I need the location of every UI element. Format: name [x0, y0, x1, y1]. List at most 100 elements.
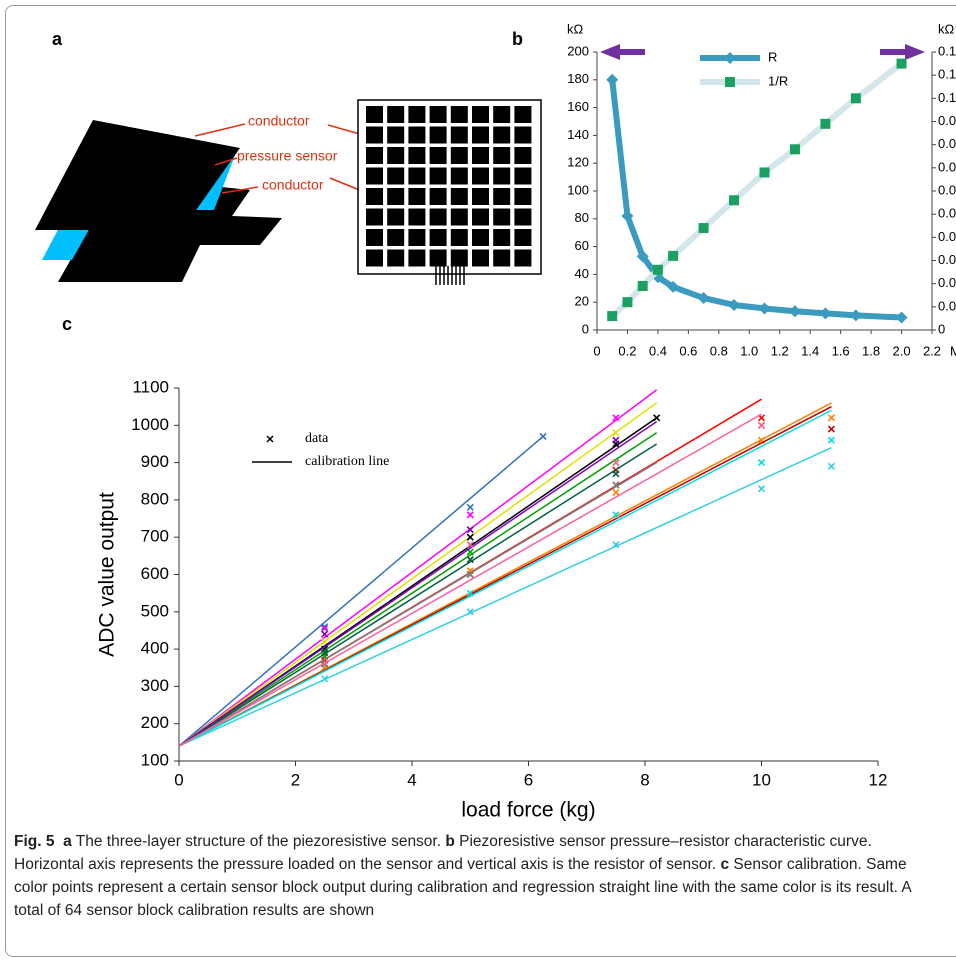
figure-frame: [5, 5, 956, 957]
y-tick-label: 200: [567, 43, 589, 58]
y-tick-label: 700: [141, 527, 169, 546]
calibration-line: [178, 446, 832, 747]
sensor-cell: [366, 106, 383, 123]
sensor-cell: [514, 208, 532, 226]
sensor-cell: [450, 188, 468, 205]
data-point: [612, 436, 620, 444]
x-tick-label: 8: [640, 770, 649, 789]
sensor-cell: [366, 126, 383, 144]
data-point: [653, 414, 661, 422]
marker: [788, 305, 801, 318]
calibration-line: [178, 389, 658, 747]
marker: [850, 93, 861, 104]
x-tick-label: 6: [524, 770, 533, 789]
data-point: [466, 526, 474, 534]
sensor-cell: [493, 167, 511, 185]
sensor-cell: [429, 229, 447, 246]
sensor-cell: [366, 188, 383, 205]
data-point: [321, 630, 329, 638]
data-point: [321, 638, 329, 646]
sensor-cell: [387, 126, 405, 144]
y2-tick-label: 0.11: [938, 67, 956, 82]
y-tick-label: 180: [567, 71, 589, 86]
caption-label: b: [445, 833, 455, 850]
y-tick-label: 100: [567, 182, 589, 197]
sensor-cell: [514, 167, 532, 185]
y-tick-label: 20: [575, 294, 589, 309]
y-tick-label: 800: [141, 489, 169, 508]
y2-axis-label: kΩ⁻¹: [938, 21, 956, 36]
y-tick-label: 40: [575, 266, 589, 281]
calibration-line: [178, 461, 658, 747]
marker: [896, 58, 907, 69]
marker: [652, 264, 663, 275]
x-tick-label: 1.0: [740, 343, 758, 358]
sensor-cell: [514, 106, 532, 123]
axis-arrow: [880, 44, 925, 60]
y2-tick-label: 0.01: [938, 298, 956, 313]
data-point: [466, 511, 474, 519]
marker: [668, 250, 679, 261]
sensor-cell: [387, 106, 405, 123]
calibration-line: [178, 432, 658, 747]
y-tick-label: 80: [575, 210, 589, 225]
marker: [667, 280, 680, 293]
y2-tick-label: 0.12: [938, 43, 956, 58]
data-point: [757, 421, 766, 429]
marker: [895, 311, 908, 324]
sensor-grid: [366, 106, 532, 285]
sensor-cell: [450, 249, 468, 267]
marker: [606, 73, 619, 86]
y-tick-label: 140: [567, 127, 589, 142]
x-tick-label: 0.2: [618, 343, 636, 358]
legend-marker: [725, 77, 735, 87]
data-point: [827, 414, 835, 422]
legend-label: data: [305, 431, 329, 446]
sensor-cell: [472, 229, 489, 246]
y-tick-label: 60: [575, 238, 589, 253]
sensor-cell: [429, 147, 447, 164]
marker: [789, 144, 800, 155]
sensor-cell: [493, 126, 511, 144]
sensor-cell: [387, 147, 405, 164]
y2-tick-label: 0.08: [938, 136, 956, 151]
marker: [697, 292, 710, 305]
y2-tick-label: 0.1: [938, 90, 956, 105]
sensor-cell: [429, 249, 447, 267]
sensor-cell: [514, 229, 532, 246]
sensor-cell: [493, 208, 511, 226]
sensor-cell: [429, 188, 447, 205]
data-point: [612, 429, 620, 437]
marker: [621, 210, 634, 223]
sensor-cell: [450, 167, 468, 185]
x-tick-label: 2.0: [893, 343, 911, 358]
x-tick-label: 0: [593, 343, 600, 358]
data-point: [612, 414, 620, 422]
leader: [194, 123, 246, 137]
data-point: [539, 432, 547, 441]
data-point: [466, 589, 474, 597]
calibration-line: [178, 409, 832, 747]
marker: [636, 250, 649, 263]
sensor-cell: [514, 147, 532, 164]
y2-tick-label: 0.05: [938, 206, 956, 221]
sensor-cell: [493, 229, 511, 246]
sensor-cell: [429, 208, 447, 226]
x-tick-label: 2.2: [923, 343, 941, 358]
x-tick-label: 0: [174, 770, 183, 789]
sensor-cell: [408, 229, 426, 246]
sensor-cell: [408, 167, 426, 185]
data-point: [757, 485, 766, 493]
y2-tick-label: 0.07: [938, 159, 956, 174]
marker: [622, 297, 633, 308]
leader: [221, 186, 259, 194]
sensor-cell: [450, 229, 468, 246]
marker: [820, 118, 831, 129]
y-tick-label: 100: [141, 750, 169, 769]
data-point: [321, 675, 329, 683]
sensor-cell: [366, 167, 383, 185]
sensor-cell: [450, 208, 468, 226]
data-point: [827, 425, 835, 433]
diagram-label: conductor: [248, 113, 310, 129]
x-tick-label: 1.2: [771, 343, 789, 358]
